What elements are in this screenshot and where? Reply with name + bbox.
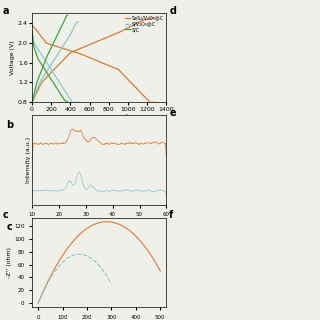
Y-axis label: Voltage (V): Voltage (V) [10, 40, 15, 75]
Y-axis label: Intensity (a.u.): Intensity (a.u.) [26, 137, 31, 183]
Text: c: c [3, 211, 8, 220]
Text: f: f [169, 211, 173, 220]
Y-axis label: -Z'' (ohm): -Z'' (ohm) [7, 247, 12, 278]
Text: b: b [6, 120, 13, 130]
Text: e: e [169, 108, 176, 118]
X-axis label: Capacity (mA h g⁻¹): Capacity (mA h g⁻¹) [68, 114, 131, 120]
Text: d: d [169, 6, 176, 16]
X-axis label: 2Theta (deg.): 2Theta (deg.) [78, 219, 121, 224]
Text: c: c [6, 222, 12, 232]
Legend: SeS₂/V₂O₅@C, S/V₂O₅@C, S/C: SeS₂/V₂O₅@C, S/V₂O₅@C, S/C [124, 15, 164, 32]
Text: a: a [3, 6, 9, 16]
